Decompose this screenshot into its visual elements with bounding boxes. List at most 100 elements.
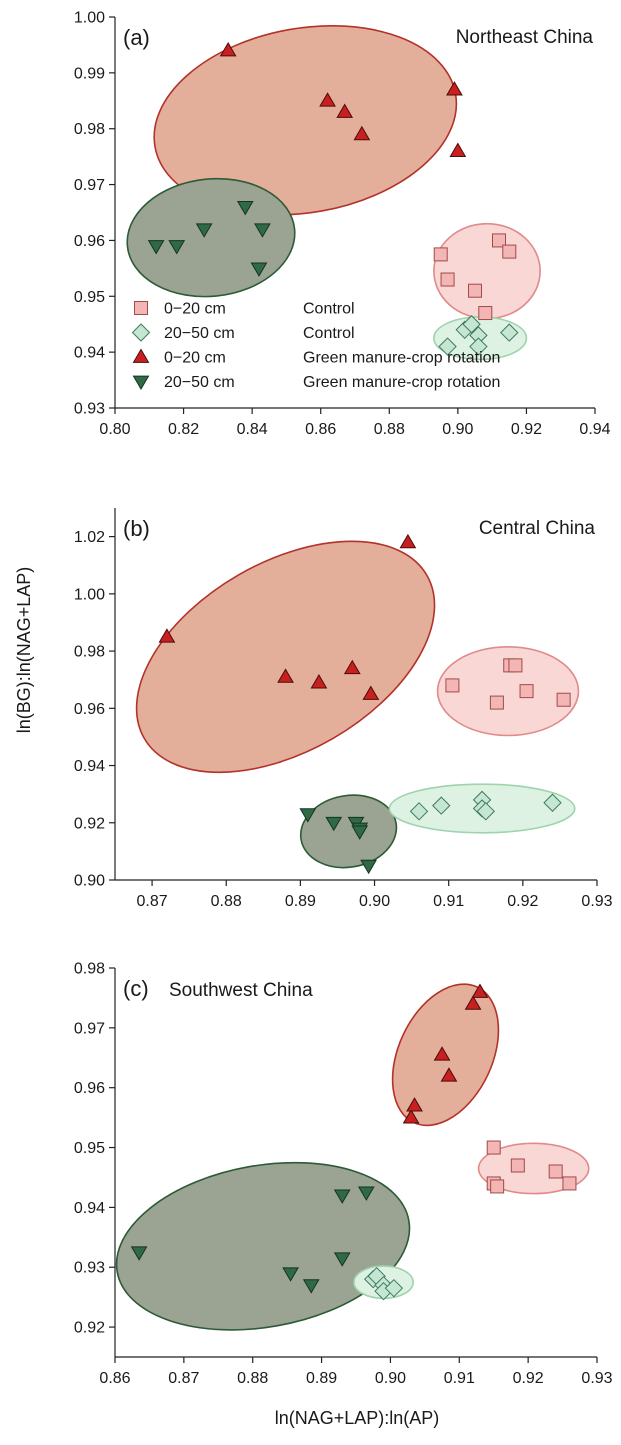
data-point-gm-top — [440, 1067, 458, 1082]
legend-depth-label: 20−50 cm — [164, 374, 235, 391]
legend-marker-gm-sub — [132, 375, 150, 390]
data-point-gm-sub — [351, 825, 369, 840]
panel-tag: (b) — [123, 516, 150, 541]
data-point-ctrl-top — [478, 306, 493, 321]
data-point-gm-top — [219, 42, 237, 57]
data-point-ctrl-top — [519, 684, 534, 699]
legend-marker-ctrl-top — [134, 301, 148, 315]
x-axis-label: ln(NAG+LAP):ln(AP) — [275, 1408, 440, 1428]
x-tick-label: 0.86 — [305, 421, 336, 438]
legend-treatment-label: Control — [303, 301, 355, 318]
data-point-gm-sub — [236, 201, 254, 216]
data-point-gm-sub — [282, 1267, 299, 1282]
y-tick-label: 0.92 — [74, 815, 105, 832]
panel-title: Northeast China — [456, 27, 594, 48]
y-tick-label: 1.00 — [74, 10, 105, 27]
y-tick-label: 0.97 — [74, 1020, 105, 1037]
panel-title: Southwest China — [169, 980, 313, 1001]
data-point-ctrl-top — [433, 247, 448, 262]
chart-panel-3: 0.92 0.93 0.94 0.95 0.96 0.97 0.98 0.86 0.87 0.88… — [74, 961, 613, 1388]
data-point-ctrl-top — [556, 692, 571, 707]
x-tick-label: 0.84 — [237, 421, 268, 438]
x-tick-label: 0.90 — [359, 893, 390, 910]
y-tick-label: 0.97 — [74, 177, 105, 194]
legend-depth-label: 0−20 cm — [164, 350, 226, 367]
data-point-gm-top — [353, 125, 371, 141]
data-point-ctrl-top — [548, 1164, 563, 1179]
x-tick-label: 0.91 — [433, 893, 464, 910]
confidence-ellipse — [433, 222, 541, 320]
data-point-gm-top — [319, 92, 336, 107]
y-tick-label: 1.00 — [74, 586, 105, 603]
data-point-ctrl-top — [489, 695, 504, 710]
data-point-ctrl-sub — [476, 802, 495, 821]
data-point-ctrl-sub — [438, 337, 457, 356]
data-point-gm-sub — [130, 1246, 148, 1261]
x-tick-label: 0.92 — [513, 1370, 544, 1387]
legend-treatment-label: Control — [303, 325, 355, 342]
data-point-gm-top — [336, 103, 354, 118]
confidence-ellipse — [115, 1161, 411, 1331]
data-point-gm-top — [433, 1046, 451, 1061]
data-point-ctrl-sub — [469, 337, 488, 356]
data-point-gm-sub — [299, 808, 317, 823]
data-point-gm-top — [449, 142, 467, 157]
data-point-ctrl-sub — [500, 323, 519, 342]
y-tick-label: 0.93 — [74, 1260, 105, 1277]
data-point-ctrl-sub — [409, 802, 429, 821]
x-tick-label: 0.91 — [444, 1370, 475, 1387]
confidence-ellipse — [135, 540, 436, 774]
data-point-ctrl-top — [445, 678, 460, 693]
x-tick-label: 0.92 — [507, 893, 538, 910]
y-tick-label: 0.93 — [74, 401, 105, 418]
x-tick-label: 0.82 — [168, 421, 199, 438]
panel-title: Central China — [479, 518, 596, 539]
legend-depth-label: 0−20 cm — [164, 301, 226, 318]
x-tick-label: 0.93 — [581, 893, 612, 910]
y-tick-label: 0.96 — [74, 701, 105, 718]
legend-treatment-label: Green manure-crop rotation — [303, 350, 500, 367]
data-point-ctrl-top — [492, 233, 506, 248]
legend-treatment-label: Green manure-crop rotation — [303, 374, 500, 391]
y-tick-label: 0.92 — [74, 1320, 105, 1337]
x-tick-label: 0.87 — [137, 893, 168, 910]
y-tick-label: 0.99 — [74, 65, 105, 82]
x-tick-label: 0.89 — [306, 1370, 337, 1387]
x-tick-label: 0.93 — [581, 1370, 612, 1387]
y-tick-label: 0.96 — [74, 233, 105, 250]
data-point-ctrl-top — [440, 272, 455, 287]
chart-panel-1: 0.93 0.94 0.95 0.96 0.97 0.98 0.99 1.00 0.80 0.82… — [74, 10, 611, 439]
data-point-ctrl-top — [508, 658, 523, 673]
data-point-gm-top — [464, 995, 482, 1010]
legend-depth-label: 20−50 cm — [164, 325, 235, 342]
x-tick-label: 0.90 — [442, 421, 473, 438]
y-tick-label: 0.94 — [74, 345, 105, 362]
data-point-gm-top — [343, 659, 361, 675]
data-point-ctrl-sub — [432, 796, 451, 815]
data-point-gm-sub — [357, 1186, 375, 1201]
data-point-ctrl-sub — [384, 1278, 404, 1298]
data-point-ctrl-top — [490, 1179, 505, 1194]
legend: 0−20 cm Control 20−50 cm Control 0−20 cm Gree… — [131, 301, 500, 391]
panel-tag: (a) — [123, 25, 150, 50]
data-point-gm-sub — [360, 859, 377, 875]
confidence-ellipse — [436, 645, 580, 737]
data-point-gm-sub — [147, 240, 165, 255]
data-point-gm-top — [471, 983, 489, 998]
data-point-gm-top — [362, 685, 380, 700]
x-tick-label: 0.89 — [285, 893, 316, 910]
x-tick-label: 0.88 — [237, 1370, 268, 1387]
y-tick-label: 0.98 — [74, 644, 105, 661]
x-tick-label: 0.87 — [168, 1370, 199, 1387]
data-point-gm-top — [277, 668, 294, 683]
data-point-ctrl-top — [486, 1140, 501, 1155]
y-tick-label: 0.95 — [74, 1140, 105, 1157]
data-point-gm-sub — [250, 262, 268, 277]
data-point-gm-top — [406, 1097, 423, 1112]
data-point-ctrl-sub — [543, 793, 562, 812]
data-point-gm-sub — [325, 816, 343, 832]
data-point-gm-top — [399, 533, 417, 549]
x-tick-label: 0.88 — [374, 421, 405, 438]
data-point-ctrl-top — [502, 244, 517, 259]
